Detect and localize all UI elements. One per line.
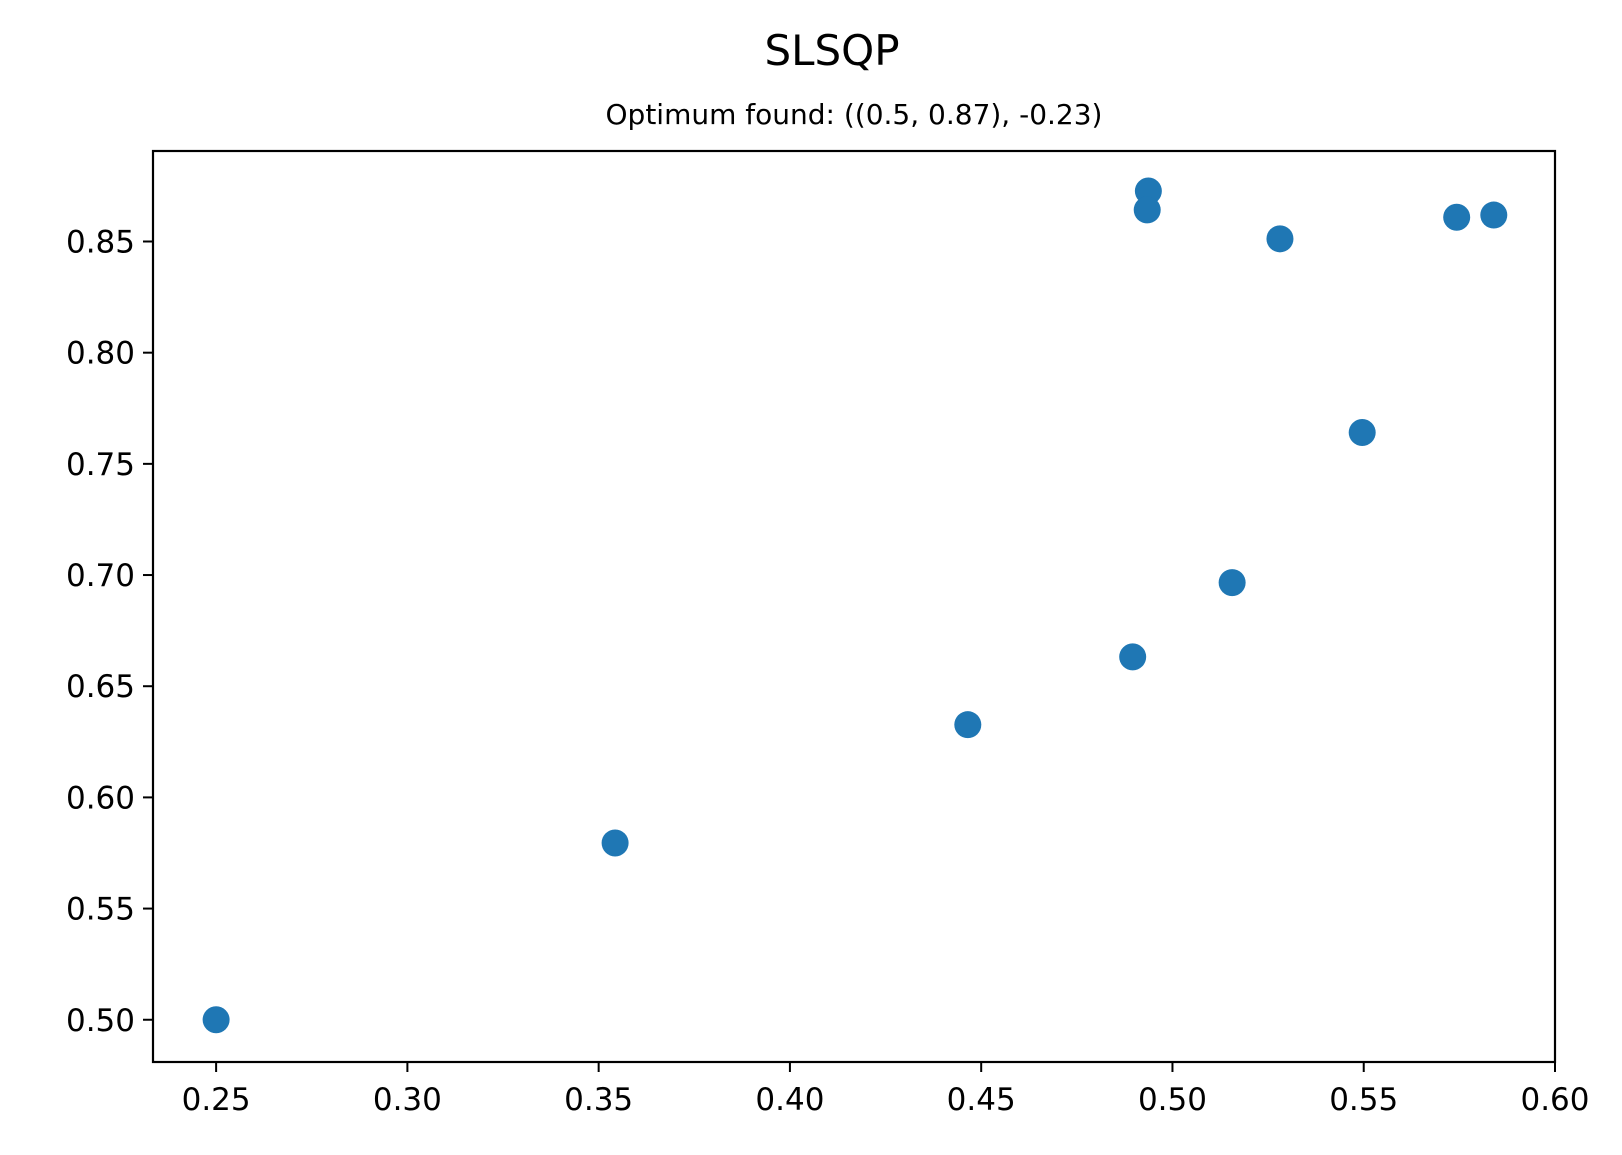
- y-tick-label: 0.75: [66, 447, 135, 483]
- y-tick-label: 0.80: [66, 336, 135, 372]
- chart-subtitle: Optimum found: ((0.5, 0.87), -0.23): [606, 98, 1103, 131]
- x-tick-label: 0.25: [182, 1082, 251, 1118]
- plot-area-frame: [151, 149, 1557, 1064]
- x-tick-label: 0.30: [373, 1082, 442, 1118]
- scatter-point: [1480, 201, 1508, 229]
- scatter-point: [202, 1006, 230, 1034]
- y-tick-label: 0.65: [66, 669, 135, 705]
- y-tick-label: 0.60: [66, 780, 135, 816]
- y-tick-label: 0.85: [66, 224, 135, 260]
- x-tick-label: 0.40: [755, 1082, 824, 1118]
- y-tick-label: 0.50: [66, 1003, 135, 1039]
- scatter-series: [202, 177, 1508, 1034]
- x-tick-label: 0.45: [947, 1082, 1016, 1118]
- x-tick-label: 0.35: [564, 1082, 633, 1118]
- scatter-point: [954, 711, 982, 739]
- x-axis: 0.25 0.30 0.35 0.40 0.45 0.50 0.55 0.60: [182, 1062, 1590, 1118]
- x-tick-label: 0.55: [1329, 1082, 1398, 1118]
- chart-title: SLSQP: [764, 26, 899, 75]
- scatter-point: [1443, 203, 1471, 231]
- scatter-point: [1218, 569, 1246, 597]
- scatter-point: [1119, 643, 1147, 671]
- scatter-point: [1348, 419, 1376, 447]
- y-tick-label: 0.70: [66, 558, 135, 594]
- y-axis: 0.50 0.55 0.60 0.65 0.70 0.75 0.80 0.85: [66, 224, 153, 1039]
- y-tick-label: 0.55: [66, 892, 135, 928]
- x-tick-label: 0.60: [1520, 1082, 1589, 1118]
- x-tick-label: 0.50: [1138, 1082, 1207, 1118]
- scatter-point: [1266, 225, 1294, 253]
- scatter-point: [601, 829, 629, 857]
- scatter-point: [1133, 196, 1161, 224]
